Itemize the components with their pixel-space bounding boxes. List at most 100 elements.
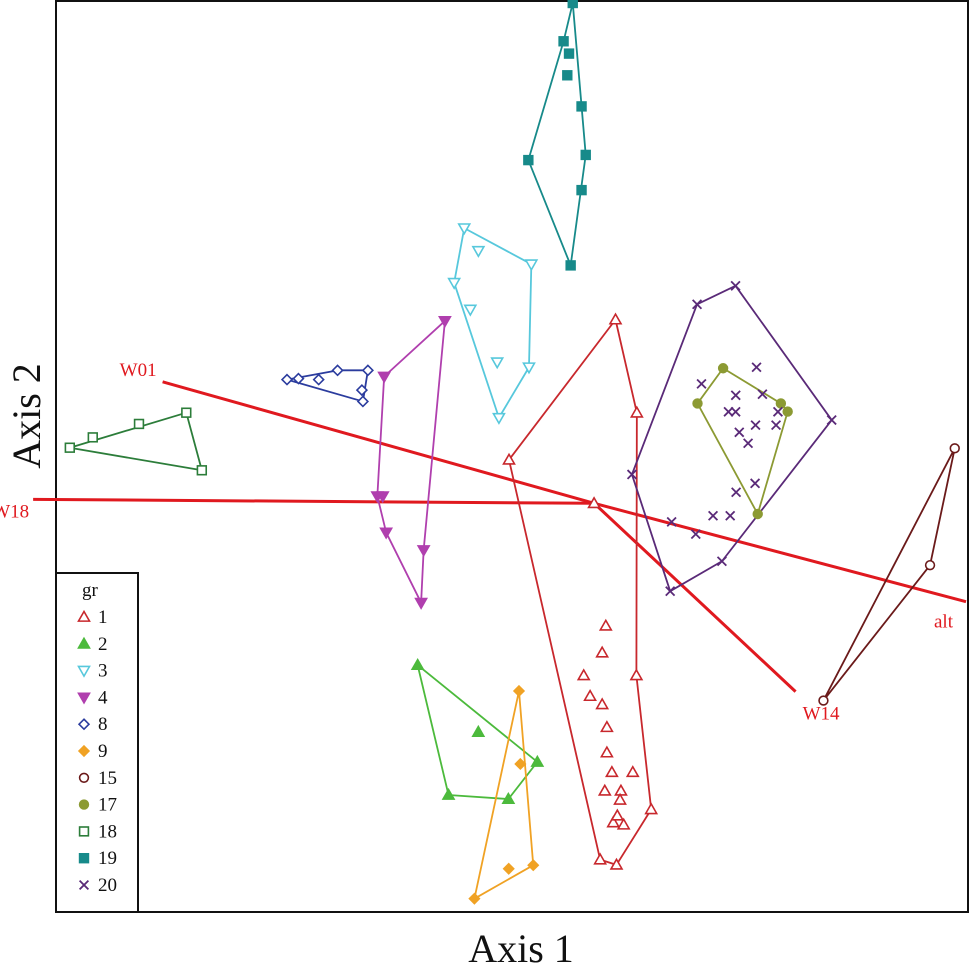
point-group-20-18 bbox=[750, 478, 761, 489]
series-group-9 bbox=[468, 684, 540, 905]
point-group-2-2 bbox=[530, 754, 545, 767]
point-group-1-1 bbox=[629, 405, 644, 418]
point-group-3-2 bbox=[447, 277, 462, 290]
vector-label-w14: W14 bbox=[803, 704, 840, 725]
point-group-1-19 bbox=[606, 815, 621, 828]
point-group-1-9 bbox=[605, 765, 619, 778]
point-group-8-1 bbox=[292, 372, 305, 385]
series-group-1 bbox=[502, 312, 659, 870]
point-group-20-3 bbox=[626, 469, 637, 480]
point-group-19-4 bbox=[576, 101, 587, 112]
legend-label-20: 20 bbox=[98, 875, 117, 896]
point-group-20-7 bbox=[751, 362, 762, 373]
legend-item-19: 19 bbox=[78, 848, 117, 869]
series-group-20 bbox=[626, 280, 837, 597]
plot-frame bbox=[55, 0, 969, 913]
legend-marker-19 bbox=[78, 852, 90, 864]
legend-item-2: 2 bbox=[77, 634, 108, 655]
point-group-20-21 bbox=[707, 510, 719, 521]
point-group-19-0 bbox=[567, 0, 578, 9]
point-group-19-5 bbox=[580, 149, 591, 161]
legend-item-18: 18 bbox=[78, 821, 117, 842]
hull-group-4 bbox=[376, 320, 446, 604]
point-group-20-15 bbox=[771, 420, 782, 431]
vector-label-w01: W01 bbox=[120, 360, 157, 381]
legend-label-4: 4 bbox=[98, 687, 108, 708]
point-group-1-4 bbox=[629, 668, 644, 681]
point-group-19-7 bbox=[576, 184, 587, 196]
point-group-1-14 bbox=[595, 645, 610, 658]
legend-label-2: 2 bbox=[98, 634, 108, 655]
point-group-15-1 bbox=[924, 559, 936, 571]
series-group-8 bbox=[280, 364, 374, 408]
point-group-9-4 bbox=[468, 892, 481, 905]
point-group-1-10 bbox=[614, 783, 628, 796]
point-group-1-20 bbox=[610, 808, 625, 821]
legend-box bbox=[55, 572, 139, 913]
vector-line-w01 bbox=[162, 380, 595, 505]
point-group-1-15 bbox=[598, 618, 613, 631]
point-group-9-0 bbox=[512, 684, 526, 698]
point-group-1-3 bbox=[587, 496, 601, 509]
point-group-15-0 bbox=[949, 443, 960, 454]
hull-group-1 bbox=[508, 318, 653, 866]
point-group-4-6 bbox=[414, 597, 428, 610]
point-group-2-0 bbox=[410, 657, 425, 671]
legend-label-3: 3 bbox=[98, 661, 108, 682]
point-group-18-0 bbox=[64, 442, 76, 453]
point-group-1-8 bbox=[597, 783, 612, 796]
point-group-3-4 bbox=[463, 304, 478, 317]
point-group-20-0 bbox=[730, 280, 741, 291]
point-group-15-2 bbox=[818, 695, 829, 706]
point-group-1-17 bbox=[600, 720, 614, 733]
point-group-20-11 bbox=[723, 406, 734, 417]
point-group-1-13 bbox=[576, 668, 591, 681]
point-group-19-6 bbox=[523, 154, 534, 166]
legend-item-20: 20 bbox=[78, 875, 117, 896]
environmental-vectors: W01 W18 W14 alt bbox=[0, 360, 967, 725]
legend-marker-17 bbox=[78, 799, 90, 810]
series-group-2 bbox=[410, 657, 545, 804]
point-group-3-6 bbox=[522, 362, 536, 375]
point-group-17-0 bbox=[717, 363, 729, 374]
hull-group-9 bbox=[473, 690, 535, 900]
point-group-20-17 bbox=[743, 438, 754, 449]
point-group-1-6 bbox=[609, 857, 624, 870]
group-points bbox=[64, 0, 960, 905]
series-group-18 bbox=[64, 407, 208, 476]
point-group-3-7 bbox=[492, 412, 506, 425]
hull-group-15 bbox=[822, 447, 956, 702]
legend-marker-18 bbox=[78, 826, 90, 837]
point-group-4-4 bbox=[379, 527, 394, 540]
vector-line-alt bbox=[593, 501, 967, 604]
legend-marker-15 bbox=[78, 772, 90, 783]
point-group-3-3 bbox=[471, 245, 486, 258]
point-group-20-19 bbox=[731, 487, 742, 498]
point-group-8-6 bbox=[356, 395, 369, 408]
point-group-8-2 bbox=[312, 373, 325, 386]
point-group-20-22 bbox=[690, 529, 701, 540]
point-group-3-1 bbox=[524, 259, 539, 272]
point-group-20-2 bbox=[826, 415, 837, 426]
series-group-15 bbox=[818, 443, 960, 706]
hull-group-19 bbox=[527, 2, 587, 267]
point-group-19-2 bbox=[563, 48, 575, 59]
legend-item-9: 9 bbox=[77, 741, 108, 762]
legend-label-17: 17 bbox=[98, 795, 117, 816]
point-group-18-3 bbox=[181, 407, 192, 418]
point-group-9-2 bbox=[527, 859, 540, 872]
y-axis-title: Axis 2 bbox=[4, 363, 49, 469]
vector-label-w18: W18 bbox=[0, 501, 29, 522]
point-group-19-3 bbox=[562, 70, 573, 81]
legend-label-8: 8 bbox=[98, 714, 108, 735]
series-group-19 bbox=[523, 0, 591, 271]
legend-marker-9 bbox=[77, 744, 91, 758]
point-group-8-4 bbox=[361, 364, 374, 377]
point-group-1-12 bbox=[595, 697, 610, 710]
point-group-20-9 bbox=[730, 390, 741, 401]
point-group-20-12 bbox=[730, 406, 741, 417]
hull-group-3 bbox=[453, 227, 533, 419]
series-group-17 bbox=[692, 363, 793, 520]
legend-label-15: 15 bbox=[98, 768, 117, 789]
point-group-20-6 bbox=[665, 586, 676, 597]
